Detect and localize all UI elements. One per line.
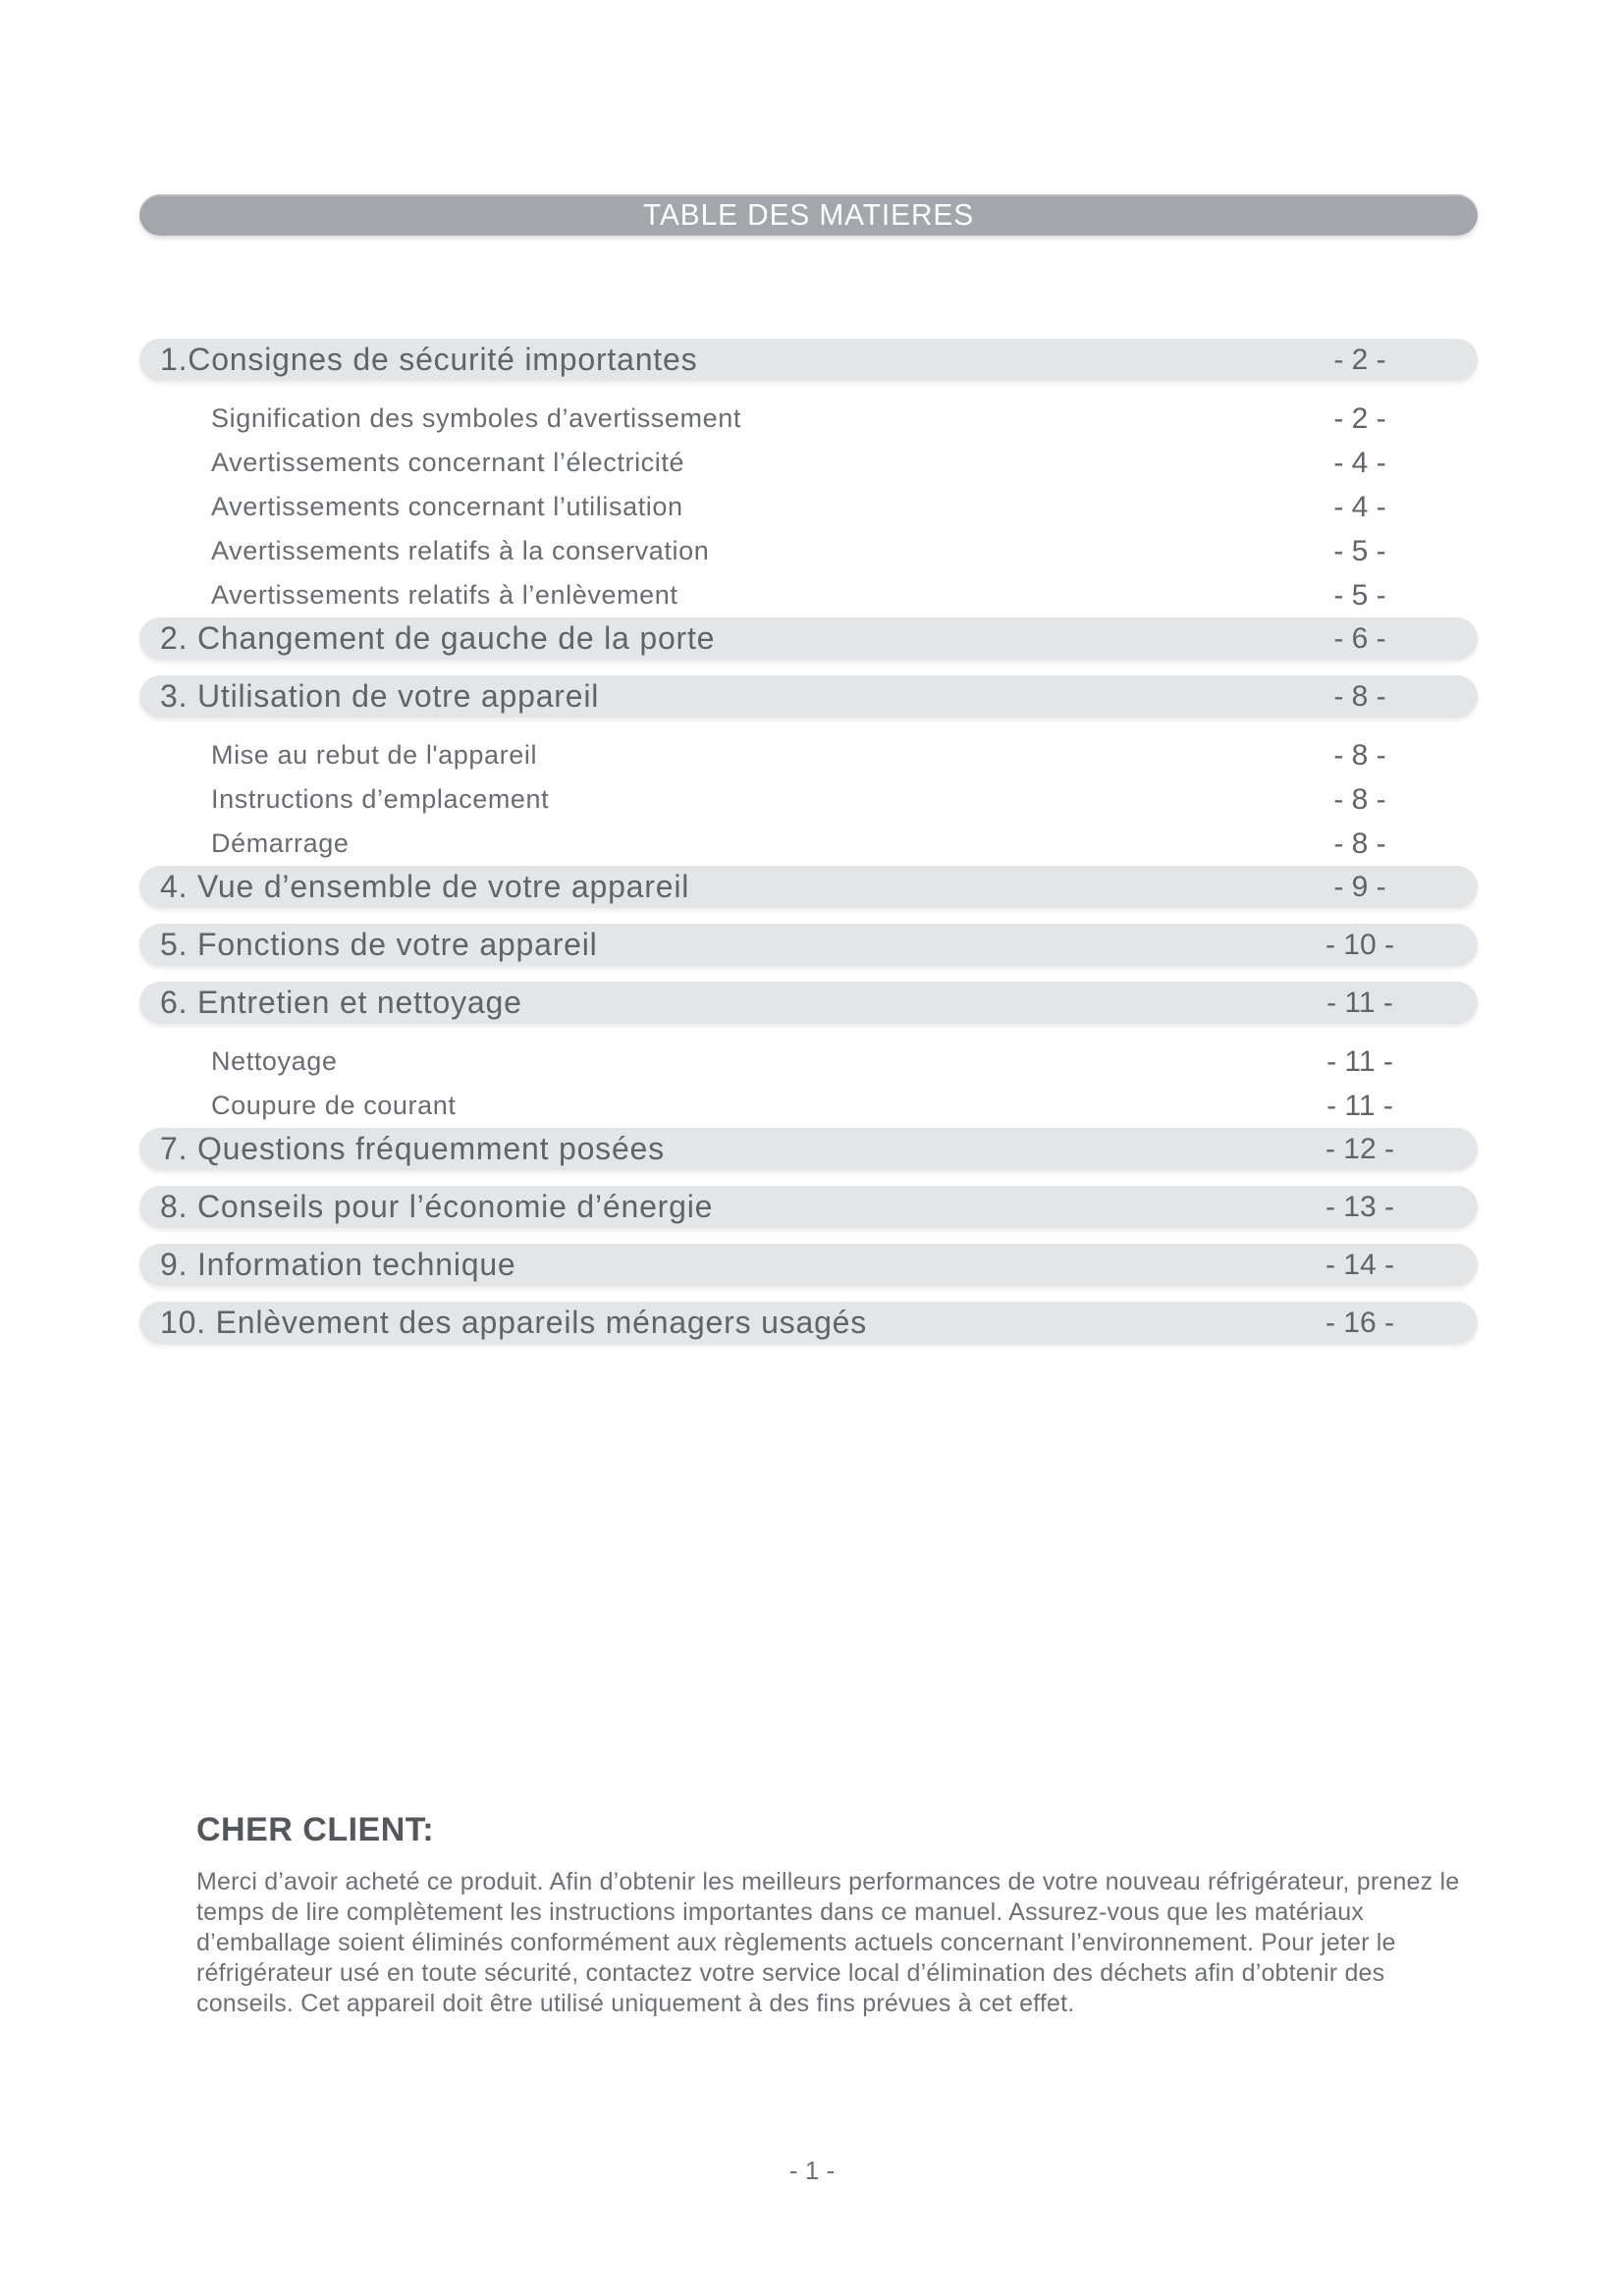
toc-row: Nettoyage - 11 - <box>139 1040 1478 1084</box>
toc-entry-label: Avertissements relatifs à la conservatio… <box>211 536 710 565</box>
toc-row: 4. Vue d’ensemble de votre appareil - 9 … <box>139 866 1478 908</box>
client-note: CHER CLIENT: Merci d’avoir acheté ce pro… <box>196 1811 1468 2019</box>
toc-entry-label: 6. Entretien et nettoyage <box>160 985 522 1020</box>
toc-row: Avertissements concernant l’électricité … <box>139 441 1478 485</box>
toc-entry-label: 10. Enlèvement des appareils ménagers us… <box>160 1305 868 1340</box>
toc-entry-page-number: - 11 - <box>1326 1045 1393 1078</box>
toc-row: Mise au rebut de l'appareil - 8 - <box>139 733 1478 777</box>
toc-entry-page-number: - 10 - <box>1325 929 1395 961</box>
toc-entry-page-number: - 2 - <box>1333 402 1386 435</box>
toc-title-bar: TABLE DES MATIERES <box>139 194 1478 236</box>
toc-row: 10. Enlèvement des appareils ménagers us… <box>139 1302 1478 1344</box>
toc-entry-label: 9. Information technique <box>160 1247 516 1282</box>
page-number-footer: - 1 - <box>788 2156 836 2185</box>
toc-entry-page-number: - 6 - <box>1333 622 1386 655</box>
toc-row: Coupure de courant - 11 - <box>139 1084 1478 1128</box>
toc-entry-page-number: - 13 - <box>1325 1191 1395 1223</box>
toc-entry-page-number: - 14 - <box>1325 1249 1395 1281</box>
toc-entry-label: Mise au rebut de l'appareil <box>211 740 538 770</box>
toc-entry-label: Démarrage <box>211 828 350 858</box>
toc-row: 6. Entretien et nettoyage - 11 - <box>139 982 1478 1024</box>
toc-entry-label: Signification des symboles d’avertisseme… <box>211 403 741 433</box>
toc-entry-label: 7. Questions fréquemment posées <box>160 1131 665 1166</box>
toc-entry-label: 1.Consignes de sécurité importantes <box>160 342 698 377</box>
table-of-contents: 1.Consignes de sécurité importantes - 2 … <box>139 339 1478 1360</box>
toc-entry-label: 2. Changement de gauche de la porte <box>160 620 716 656</box>
toc-row: Avertissements relatifs à la conservatio… <box>139 529 1478 573</box>
client-note-heading: CHER CLIENT: <box>196 1811 435 1848</box>
toc-row: 8. Conseils pour l’économie d’énergie - … <box>139 1186 1478 1228</box>
toc-entry-label: Nettoyage <box>211 1046 338 1076</box>
toc-entry-page-number: - 4 - <box>1333 447 1386 479</box>
toc-row: 2. Changement de gauche de la porte - 6 … <box>139 617 1478 660</box>
toc-row: Signification des symboles d’avertisseme… <box>139 397 1478 441</box>
toc-row: Avertissements concernant l’utilisation … <box>139 485 1478 529</box>
toc-entry-page-number: - 5 - <box>1333 535 1386 567</box>
toc-entry-label: 3. Utilisation de votre appareil <box>160 678 600 714</box>
page-title: TABLE DES MATIERES <box>642 197 974 232</box>
toc-row: 1.Consignes de sécurité importantes - 2 … <box>139 339 1478 381</box>
toc-entry-page-number: - 11 - <box>1326 1090 1393 1122</box>
toc-entry-label: Coupure de courant <box>211 1091 457 1120</box>
toc-entry-label: Avertissements concernant l’électricité <box>211 448 685 477</box>
toc-entry-page-number: - 8 - <box>1333 680 1386 713</box>
toc-entry-label: 5. Fonctions de votre appareil <box>160 927 598 962</box>
toc-entry-label: 4. Vue d’ensemble de votre appareil <box>160 869 690 904</box>
toc-row: 9. Information technique - 14 - <box>139 1244 1478 1286</box>
client-note-body: Merci d’avoir acheté ce produit. Afin d’… <box>196 1868 1460 2017</box>
toc-entry-page-number: - 12 - <box>1325 1133 1395 1165</box>
toc-entry-page-number: - 16 - <box>1325 1307 1395 1339</box>
toc-row: 7. Questions fréquemment posées - 12 - <box>139 1128 1478 1170</box>
toc-entry-page-number: - 8 - <box>1333 783 1386 816</box>
toc-entry-page-number: - 5 - <box>1333 579 1386 612</box>
toc-entry-label: Instructions d’emplacement <box>211 784 550 814</box>
toc-entry-label: 8. Conseils pour l’économie d’énergie <box>160 1189 714 1224</box>
toc-row: Avertissements relatifs à l’enlèvement -… <box>139 573 1478 617</box>
toc-entry-page-number: - 8 - <box>1333 739 1386 772</box>
toc-row: 5. Fonctions de votre appareil - 10 - <box>139 924 1478 966</box>
toc-entry-page-number: - 9 - <box>1333 871 1386 903</box>
toc-entry-page-number: - 2 - <box>1333 344 1386 376</box>
toc-row: Instructions d’emplacement - 8 - <box>139 777 1478 822</box>
toc-row: Démarrage - 8 - <box>139 822 1478 866</box>
toc-entry-page-number: - 4 - <box>1333 491 1386 523</box>
toc-entry-label: Avertissements relatifs à l’enlèvement <box>211 580 678 610</box>
toc-entry-page-number: - 11 - <box>1326 987 1393 1019</box>
toc-entry-label: Avertissements concernant l’utilisation <box>211 492 683 521</box>
toc-row: 3. Utilisation de votre appareil - 8 - <box>139 675 1478 718</box>
toc-entry-page-number: - 8 - <box>1333 828 1386 860</box>
